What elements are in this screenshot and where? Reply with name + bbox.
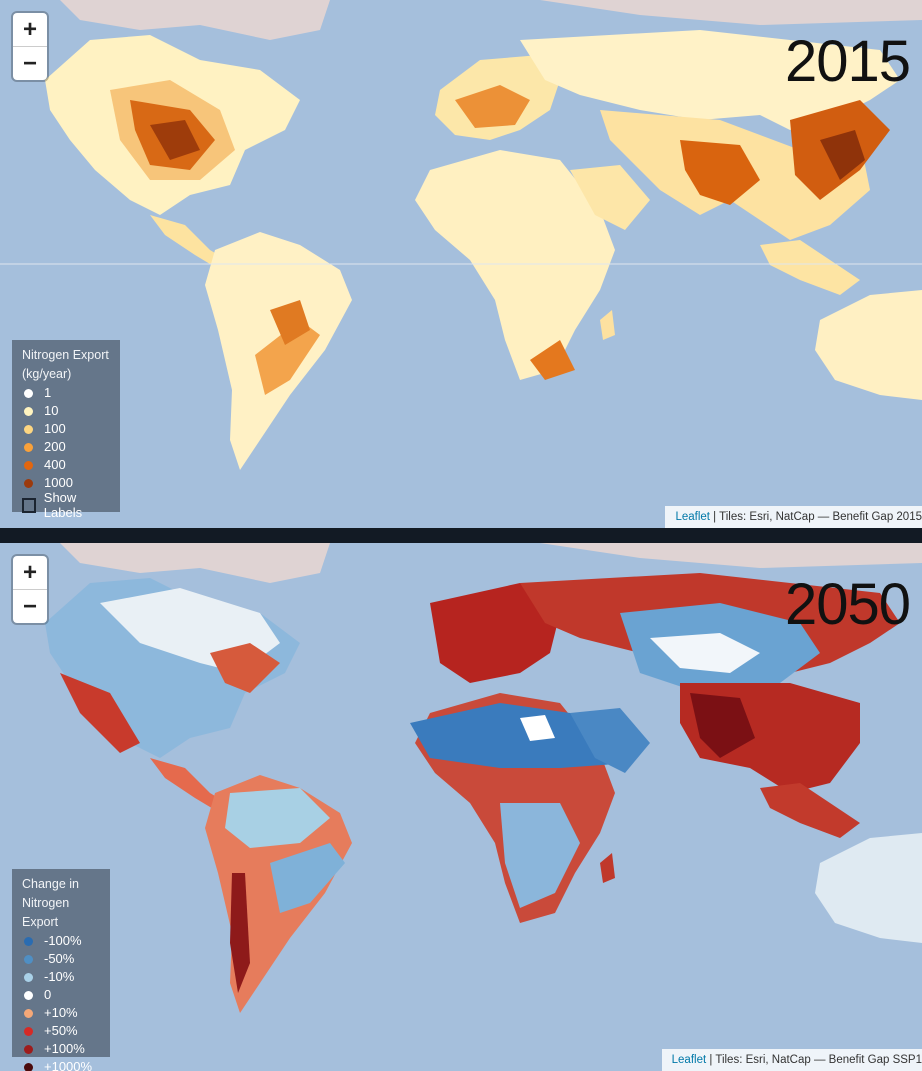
legend-item: 0 bbox=[22, 986, 100, 1004]
legend-item-label: 400 bbox=[44, 457, 66, 472]
legend-item: 1000 bbox=[22, 474, 110, 492]
legend-item-label: -50% bbox=[44, 951, 75, 966]
attribution-text: | Tiles: Esri, NatCap — Benefit Gap 2015 bbox=[709, 511, 922, 523]
zoom-control: + − bbox=[13, 556, 47, 623]
legend-item-label: +100% bbox=[44, 1041, 85, 1056]
legend-title: Nitrogen Export bbox=[22, 348, 109, 362]
legend-item: 1 bbox=[22, 384, 110, 402]
show-labels-label: Show Labels bbox=[43, 490, 83, 520]
legend-item: +1000% bbox=[22, 1058, 100, 1071]
legend-swatch bbox=[24, 1062, 33, 1071]
legend-item-label: +10% bbox=[44, 1005, 78, 1020]
map-2015[interactable]: + − 2015 Nitrogen Export (kg/year) 1 10 … bbox=[0, 0, 922, 528]
legend-item-label: +50% bbox=[44, 1023, 78, 1038]
legend-swatch bbox=[24, 972, 33, 982]
zoom-in-button[interactable]: + bbox=[22, 559, 37, 586]
legend-unit: (kg/year) bbox=[22, 367, 72, 381]
legend-item-label: +1000% bbox=[44, 1059, 93, 1071]
zoom-out-button[interactable]: − bbox=[13, 46, 47, 80]
legend-swatch bbox=[24, 388, 33, 398]
legend-item-label: 10 bbox=[44, 403, 59, 418]
legend-swatch bbox=[24, 936, 33, 946]
legend-item: 100 bbox=[22, 420, 110, 438]
legend-swatch bbox=[24, 1008, 33, 1018]
show-labels-toggle[interactable]: Show Labels bbox=[22, 490, 110, 520]
legend-swatch bbox=[24, 460, 33, 470]
legend-item-label: 100 bbox=[44, 421, 66, 436]
legend-swatch bbox=[24, 442, 33, 452]
legend-swatch bbox=[24, 424, 33, 434]
zoom-control: + − bbox=[13, 13, 47, 80]
year-label: 2015 bbox=[784, 29, 911, 94]
legend-item-label: 0 bbox=[44, 987, 52, 1002]
map-attribution: Leaflet | Tiles: Esri, NatCap — Benefit … bbox=[665, 506, 922, 528]
year-label: 2050 bbox=[784, 572, 911, 637]
legend-item: 400 bbox=[22, 456, 110, 474]
legend-item-label: -10% bbox=[44, 969, 75, 984]
show-labels-checkbox[interactable] bbox=[22, 497, 36, 513]
legend-swatch bbox=[24, 406, 33, 416]
legend-nitrogen-export: Nitrogen Export (kg/year) 1 10 100 200 4… bbox=[12, 340, 120, 520]
legend-swatch bbox=[24, 1026, 33, 1036]
world-map-2015 bbox=[0, 0, 922, 528]
map-2050[interactable]: + − 2050 Change in Nitrogen Export -100%… bbox=[0, 543, 922, 1071]
legend-item-label: -100% bbox=[44, 933, 82, 948]
legend-item-label: 1 bbox=[44, 385, 52, 400]
map-attribution: Leaflet | Tiles: Esri, NatCap — Benefit … bbox=[661, 1049, 922, 1071]
legend-item-label: 1000 bbox=[44, 475, 73, 490]
legend-item: 200 bbox=[22, 438, 110, 456]
legend-item: +10% bbox=[22, 1004, 100, 1022]
legend-item: +100% bbox=[22, 1040, 100, 1058]
legend-change-in-nitrogen-export: Change in Nitrogen Export -100% -50% -10… bbox=[12, 869, 110, 1071]
legend-item: -50% bbox=[22, 950, 100, 968]
legend-swatch bbox=[24, 954, 33, 964]
attribution-text: | Tiles: Esri, NatCap — Benefit Gap SSP1 bbox=[706, 1054, 922, 1066]
leaflet-link[interactable]: Leaflet bbox=[671, 1054, 707, 1066]
legend-item: +50% bbox=[22, 1022, 100, 1040]
legend-title: Change in bbox=[22, 877, 79, 891]
legend-item: -100% bbox=[22, 932, 100, 950]
legend-item: 10 bbox=[22, 402, 110, 420]
legend-item-label: 200 bbox=[44, 439, 66, 454]
legend-swatch bbox=[24, 990, 33, 1000]
panel-divider bbox=[0, 528, 922, 543]
legend-swatch bbox=[24, 1044, 33, 1054]
legend-item: -10% bbox=[22, 968, 100, 986]
world-map-2050 bbox=[0, 543, 922, 1071]
zoom-in-button[interactable]: + bbox=[22, 16, 37, 43]
leaflet-link[interactable]: Leaflet bbox=[675, 511, 710, 523]
zoom-out-button[interactable]: − bbox=[13, 589, 47, 623]
legend-swatch bbox=[24, 478, 33, 488]
legend-subtitle: Nitrogen Export bbox=[22, 896, 70, 929]
